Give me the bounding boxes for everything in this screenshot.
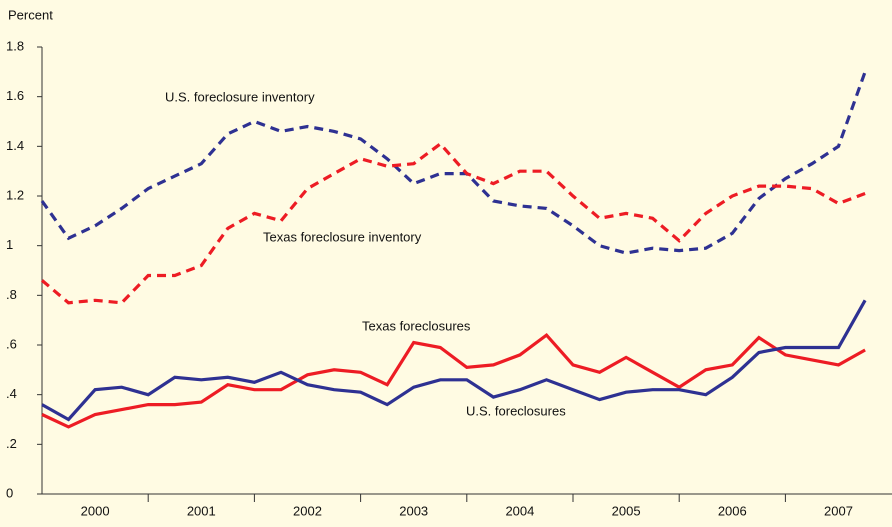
y-tick-label: 0 [6, 485, 13, 500]
series-line [41, 332, 866, 429]
x-tick-label: 2004 [505, 503, 534, 518]
y-tick-label: 1.4 [6, 138, 24, 153]
x-tick-label: 2001 [187, 503, 216, 518]
y-tick-label: .8 [6, 287, 17, 302]
y-axis-label: Percent [8, 7, 53, 22]
x-tick-label: 2002 [293, 503, 322, 518]
series-line [40, 71, 867, 255]
x-tick-label: 2007 [824, 503, 853, 518]
x-tick-label: 2006 [718, 503, 747, 518]
y-tick-label: 1.6 [6, 88, 24, 103]
series-label: U.S. foreclosure inventory [165, 89, 315, 104]
series-line [40, 141, 866, 305]
x-tick-label: 2005 [612, 503, 641, 518]
series-label: Texas foreclosure inventory [263, 229, 422, 244]
y-tick-label: .2 [6, 436, 17, 451]
y-tick-label: .4 [6, 386, 17, 401]
x-tick-label: 2000 [81, 503, 110, 518]
y-tick-label: .6 [6, 336, 17, 351]
x-tick-label: 2003 [399, 503, 428, 518]
series-label: U.S. foreclosures [466, 403, 566, 418]
y-tick-label: 1 [6, 237, 13, 252]
y-tick-label: 1.2 [6, 187, 24, 202]
series-line [41, 299, 867, 422]
series-label: Texas foreclosures [362, 318, 471, 333]
y-tick-label: 1.8 [6, 38, 24, 53]
